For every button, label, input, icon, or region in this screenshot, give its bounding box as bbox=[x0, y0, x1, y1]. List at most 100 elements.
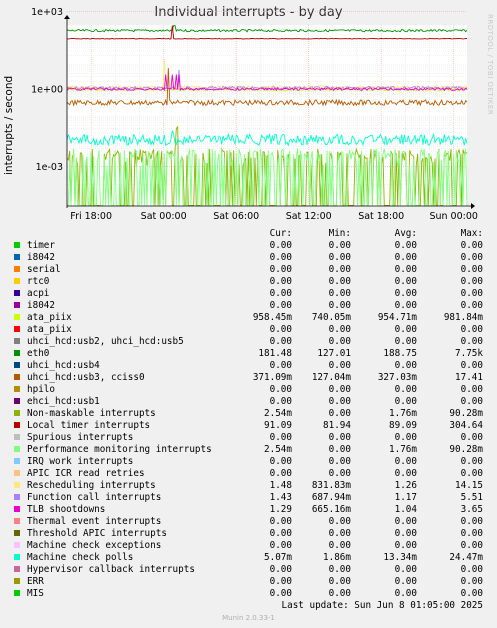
legend-row: APIC ICR read retries 0.00 0.00 0.00 0.00 bbox=[0, 468, 497, 480]
series-line bbox=[66, 25, 467, 40]
legend-header: Cur: Min: Avg: Max: bbox=[0, 228, 497, 240]
legend-value-max: 0.00 bbox=[460, 588, 483, 599]
legend-value-min: 0.00 bbox=[328, 384, 351, 395]
legend-value-max: 17.41 bbox=[455, 372, 483, 383]
munin-version: Munin 2.0.33-1 bbox=[222, 614, 275, 622]
legend-label: Function call interrupts bbox=[27, 492, 162, 503]
legend-value-min: 0.00 bbox=[328, 516, 351, 527]
legend-value-cur: 0.00 bbox=[269, 564, 292, 575]
legend-row: uhci_hcd:usb3, cciss0 371.09m 127.04m 327.0… bbox=[0, 372, 497, 384]
legend-swatch bbox=[14, 362, 20, 368]
legend-label: acpi bbox=[27, 288, 50, 299]
legend-row: i8042 0.00 0.00 0.00 0.00 bbox=[0, 300, 497, 312]
legend-row: Local timer interrupts 91.09 81.94 89.09 304… bbox=[0, 420, 497, 432]
legend-value-min: 687.94m bbox=[311, 492, 351, 503]
legend-value-cur: 0.00 bbox=[269, 264, 292, 275]
legend-value-min: 0.00 bbox=[328, 540, 351, 551]
legend-value-cur: 0.00 bbox=[269, 432, 292, 443]
legend-value-avg: 0.00 bbox=[394, 576, 417, 587]
legend-value-avg: 0.00 bbox=[394, 516, 417, 527]
legend-label: Machine check polls bbox=[27, 552, 134, 563]
legend-label: serial bbox=[27, 264, 61, 275]
legend-value-avg: 0.00 bbox=[394, 540, 417, 551]
legend-value-max: 304.64 bbox=[449, 420, 483, 431]
legend-value-cur: 0.00 bbox=[269, 252, 292, 263]
legend-swatch bbox=[14, 518, 20, 524]
legend-value-max: 0.00 bbox=[460, 252, 483, 263]
legend-value-cur: 2.54m bbox=[264, 408, 292, 419]
legend-value-cur: 0.00 bbox=[269, 324, 292, 335]
legend-label: Non-maskable interrupts bbox=[27, 408, 156, 419]
legend-value-min: 0.00 bbox=[328, 252, 351, 263]
legend-label: Rescheduling interrupts bbox=[27, 480, 156, 491]
legend-value-avg: 0.00 bbox=[394, 396, 417, 407]
legend-value-avg: 0.00 bbox=[394, 432, 417, 443]
y-tick-label: 1e-03 bbox=[36, 162, 63, 173]
legend-swatch bbox=[14, 314, 20, 320]
x-tick-label: Sat 06:00 bbox=[213, 211, 259, 222]
x-axis-arrow bbox=[471, 203, 475, 209]
legend-row: uhci_hcd:usb4 0.00 0.00 0.00 0.00 bbox=[0, 360, 497, 372]
legend-value-min: 127.04m bbox=[311, 372, 351, 383]
legend-value-max: 90.28m bbox=[449, 408, 483, 419]
legend-swatch bbox=[14, 374, 20, 380]
legend-row: TLB shootdowns 1.29 665.16m 1.04 3.65 bbox=[0, 504, 497, 516]
legend-row: serial 0.00 0.00 0.00 0.00 bbox=[0, 264, 497, 276]
column-header-cur: Cur: bbox=[269, 228, 292, 239]
legend-value-max: 0.00 bbox=[460, 576, 483, 587]
x-tick-label: Sun 00:00 bbox=[429, 211, 477, 222]
legend-value-cur: 0.00 bbox=[269, 336, 292, 347]
legend-label: MIS bbox=[27, 588, 44, 599]
chart-title: Individual interrupts - by day bbox=[154, 5, 343, 20]
legend-value-avg: 0.00 bbox=[394, 564, 417, 575]
legend-value-max: 0.00 bbox=[460, 276, 483, 287]
legend-value-avg: 1.76m bbox=[389, 444, 417, 455]
column-header-avg: Avg: bbox=[394, 228, 417, 239]
legend-value-cur: 5.07m bbox=[264, 552, 292, 563]
y-axis-arrow bbox=[64, 15, 70, 19]
legend-label: i8042 bbox=[27, 252, 55, 263]
legend-label: ata_piix bbox=[27, 312, 72, 323]
legend-value-min: 0.00 bbox=[328, 264, 351, 275]
legend-value-cur: 0.00 bbox=[269, 540, 292, 551]
legend-value-cur: 0.00 bbox=[269, 516, 292, 527]
legend-value-max: 0.00 bbox=[460, 324, 483, 335]
legend-value-max: 0.00 bbox=[460, 240, 483, 251]
legend-value-avg: 13.34m bbox=[383, 552, 417, 563]
legend-value-min: 0.00 bbox=[328, 360, 351, 371]
legend-value-min: 0.00 bbox=[328, 528, 351, 539]
x-tick-label: Sat 18:00 bbox=[358, 211, 404, 222]
legend-value-max: 0.00 bbox=[460, 468, 483, 479]
legend-swatch bbox=[14, 446, 20, 452]
legend-value-max: 0.00 bbox=[460, 564, 483, 575]
legend-row: Rescheduling interrupts 1.48 831.83m 1.26 14… bbox=[0, 480, 497, 492]
legend-label: APIC ICR read retries bbox=[27, 468, 145, 479]
legend-row: uhci_hcd:usb2, uhci_hcd:usb5 0.00 0.00 0.00… bbox=[0, 336, 497, 348]
legend-value-max: 0.00 bbox=[460, 264, 483, 275]
legend-label: uhci_hcd:usb2, uhci_hcd:usb5 bbox=[27, 336, 184, 347]
series-lines bbox=[66, 25, 468, 206]
legend-row: hpilo 0.00 0.00 0.00 0.00 bbox=[0, 384, 497, 396]
legend-value-cur: 0.00 bbox=[269, 468, 292, 479]
legend-value-avg: 1.04 bbox=[394, 504, 417, 515]
legend-label: hpilo bbox=[27, 384, 55, 395]
legend-value-avg: 327.03m bbox=[377, 372, 417, 383]
legend-value-avg: 1.76m bbox=[389, 408, 417, 419]
legend-label: Machine check exceptions bbox=[27, 540, 162, 551]
legend-value-max: 14.15 bbox=[455, 480, 483, 491]
legend-swatch bbox=[14, 266, 20, 272]
legend-value-avg: 0.00 bbox=[394, 468, 417, 479]
legend-value-avg: 188.75 bbox=[383, 348, 417, 359]
legend-value-cur: 0.00 bbox=[269, 384, 292, 395]
legend-value-cur: 2.54m bbox=[264, 444, 292, 455]
legend-value-avg: 0.00 bbox=[394, 288, 417, 299]
legend-value-avg: 0.00 bbox=[394, 276, 417, 287]
legend-value-max: 981.84m bbox=[443, 312, 483, 323]
legend-value-max: 0.00 bbox=[460, 516, 483, 527]
legend-value-cur: 0.00 bbox=[269, 528, 292, 539]
legend-row: acpi 0.00 0.00 0.00 0.00 bbox=[0, 288, 497, 300]
legend-value-max: 7.75k bbox=[455, 348, 483, 359]
legend-value-avg: 0.00 bbox=[394, 240, 417, 251]
legend-value-cur: 0.00 bbox=[269, 396, 292, 407]
legend-label: timer bbox=[27, 240, 55, 251]
